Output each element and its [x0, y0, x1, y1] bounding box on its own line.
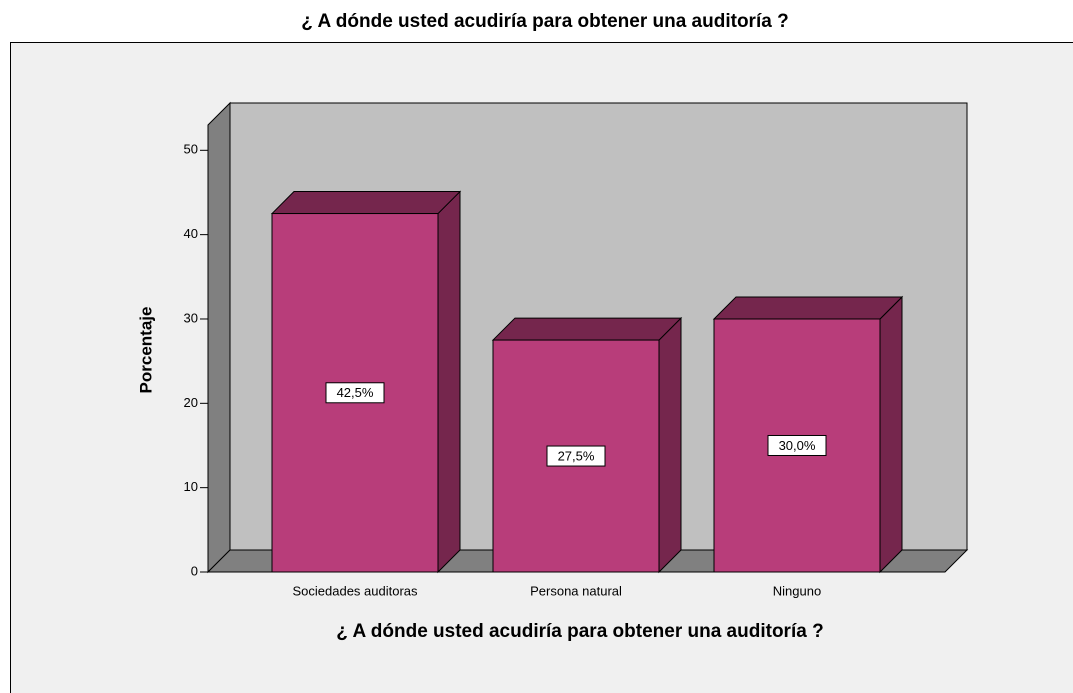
- y-tick-label: 0: [191, 563, 198, 578]
- x-tick-label: Ninguno: [773, 583, 821, 598]
- x-tick-label: Persona natural: [530, 583, 622, 598]
- y-tick-label: 50: [184, 142, 198, 157]
- bar-top: [491, 317, 683, 341]
- y-tick-label: 10: [184, 479, 198, 494]
- x-axis-label: ¿ A dónde usted acudiría para obtener un…: [336, 621, 823, 642]
- y-tick-label: 20: [184, 395, 198, 410]
- y-tick-label: 40: [184, 226, 198, 241]
- bar-top: [712, 296, 904, 320]
- data-label: 42,5%: [337, 385, 374, 400]
- bar-side: [658, 316, 682, 574]
- y-tick-label: 30: [184, 310, 198, 325]
- side-wall: [207, 101, 231, 574]
- chart-title: ¿ A dónde usted acudiría para obtener un…: [301, 11, 788, 32]
- data-label: 27,5%: [558, 448, 595, 463]
- x-tick-label: Sociedades auditoras: [292, 583, 418, 598]
- bar-side: [437, 190, 461, 574]
- data-label: 30,0%: [779, 438, 816, 453]
- y-axis-label: Porcentaje: [136, 307, 155, 394]
- data-label-box: [767, 434, 827, 456]
- data-label-box: [325, 382, 385, 404]
- bar-top: [270, 191, 462, 215]
- data-label-box: [546, 445, 606, 467]
- bar-side: [879, 295, 903, 574]
